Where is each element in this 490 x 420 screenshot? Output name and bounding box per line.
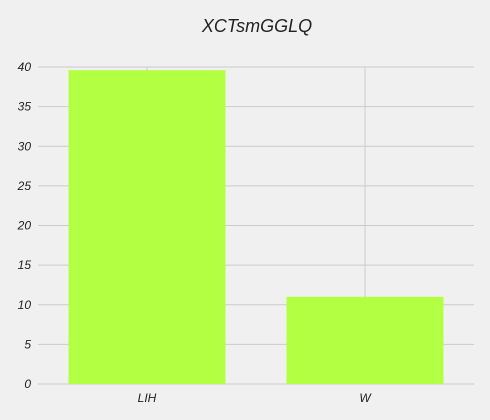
y-tick-label: 0 xyxy=(24,377,31,391)
y-tick-label: 25 xyxy=(17,179,32,193)
y-tick-label: 5 xyxy=(24,337,31,351)
y-tick-label: 30 xyxy=(18,139,32,153)
bars-layer xyxy=(68,70,444,385)
y-tick-label: 35 xyxy=(18,100,32,114)
chart-title: XCTsmGGLQ xyxy=(201,16,312,36)
y-axis-ticks: 0 5 10 15 20 25 30 35 40 xyxy=(17,60,32,391)
y-tick-label: 20 xyxy=(17,219,32,233)
y-tick-label: 15 xyxy=(18,258,32,272)
bar-w xyxy=(286,296,444,384)
y-tick-label: 10 xyxy=(18,298,32,312)
x-axis-ticks: LIH W xyxy=(138,391,373,405)
x-tick-label: W xyxy=(359,391,372,405)
y-tick-label: 40 xyxy=(18,60,32,74)
x-tick-label: LIH xyxy=(138,391,157,405)
bar-lih xyxy=(68,70,226,385)
